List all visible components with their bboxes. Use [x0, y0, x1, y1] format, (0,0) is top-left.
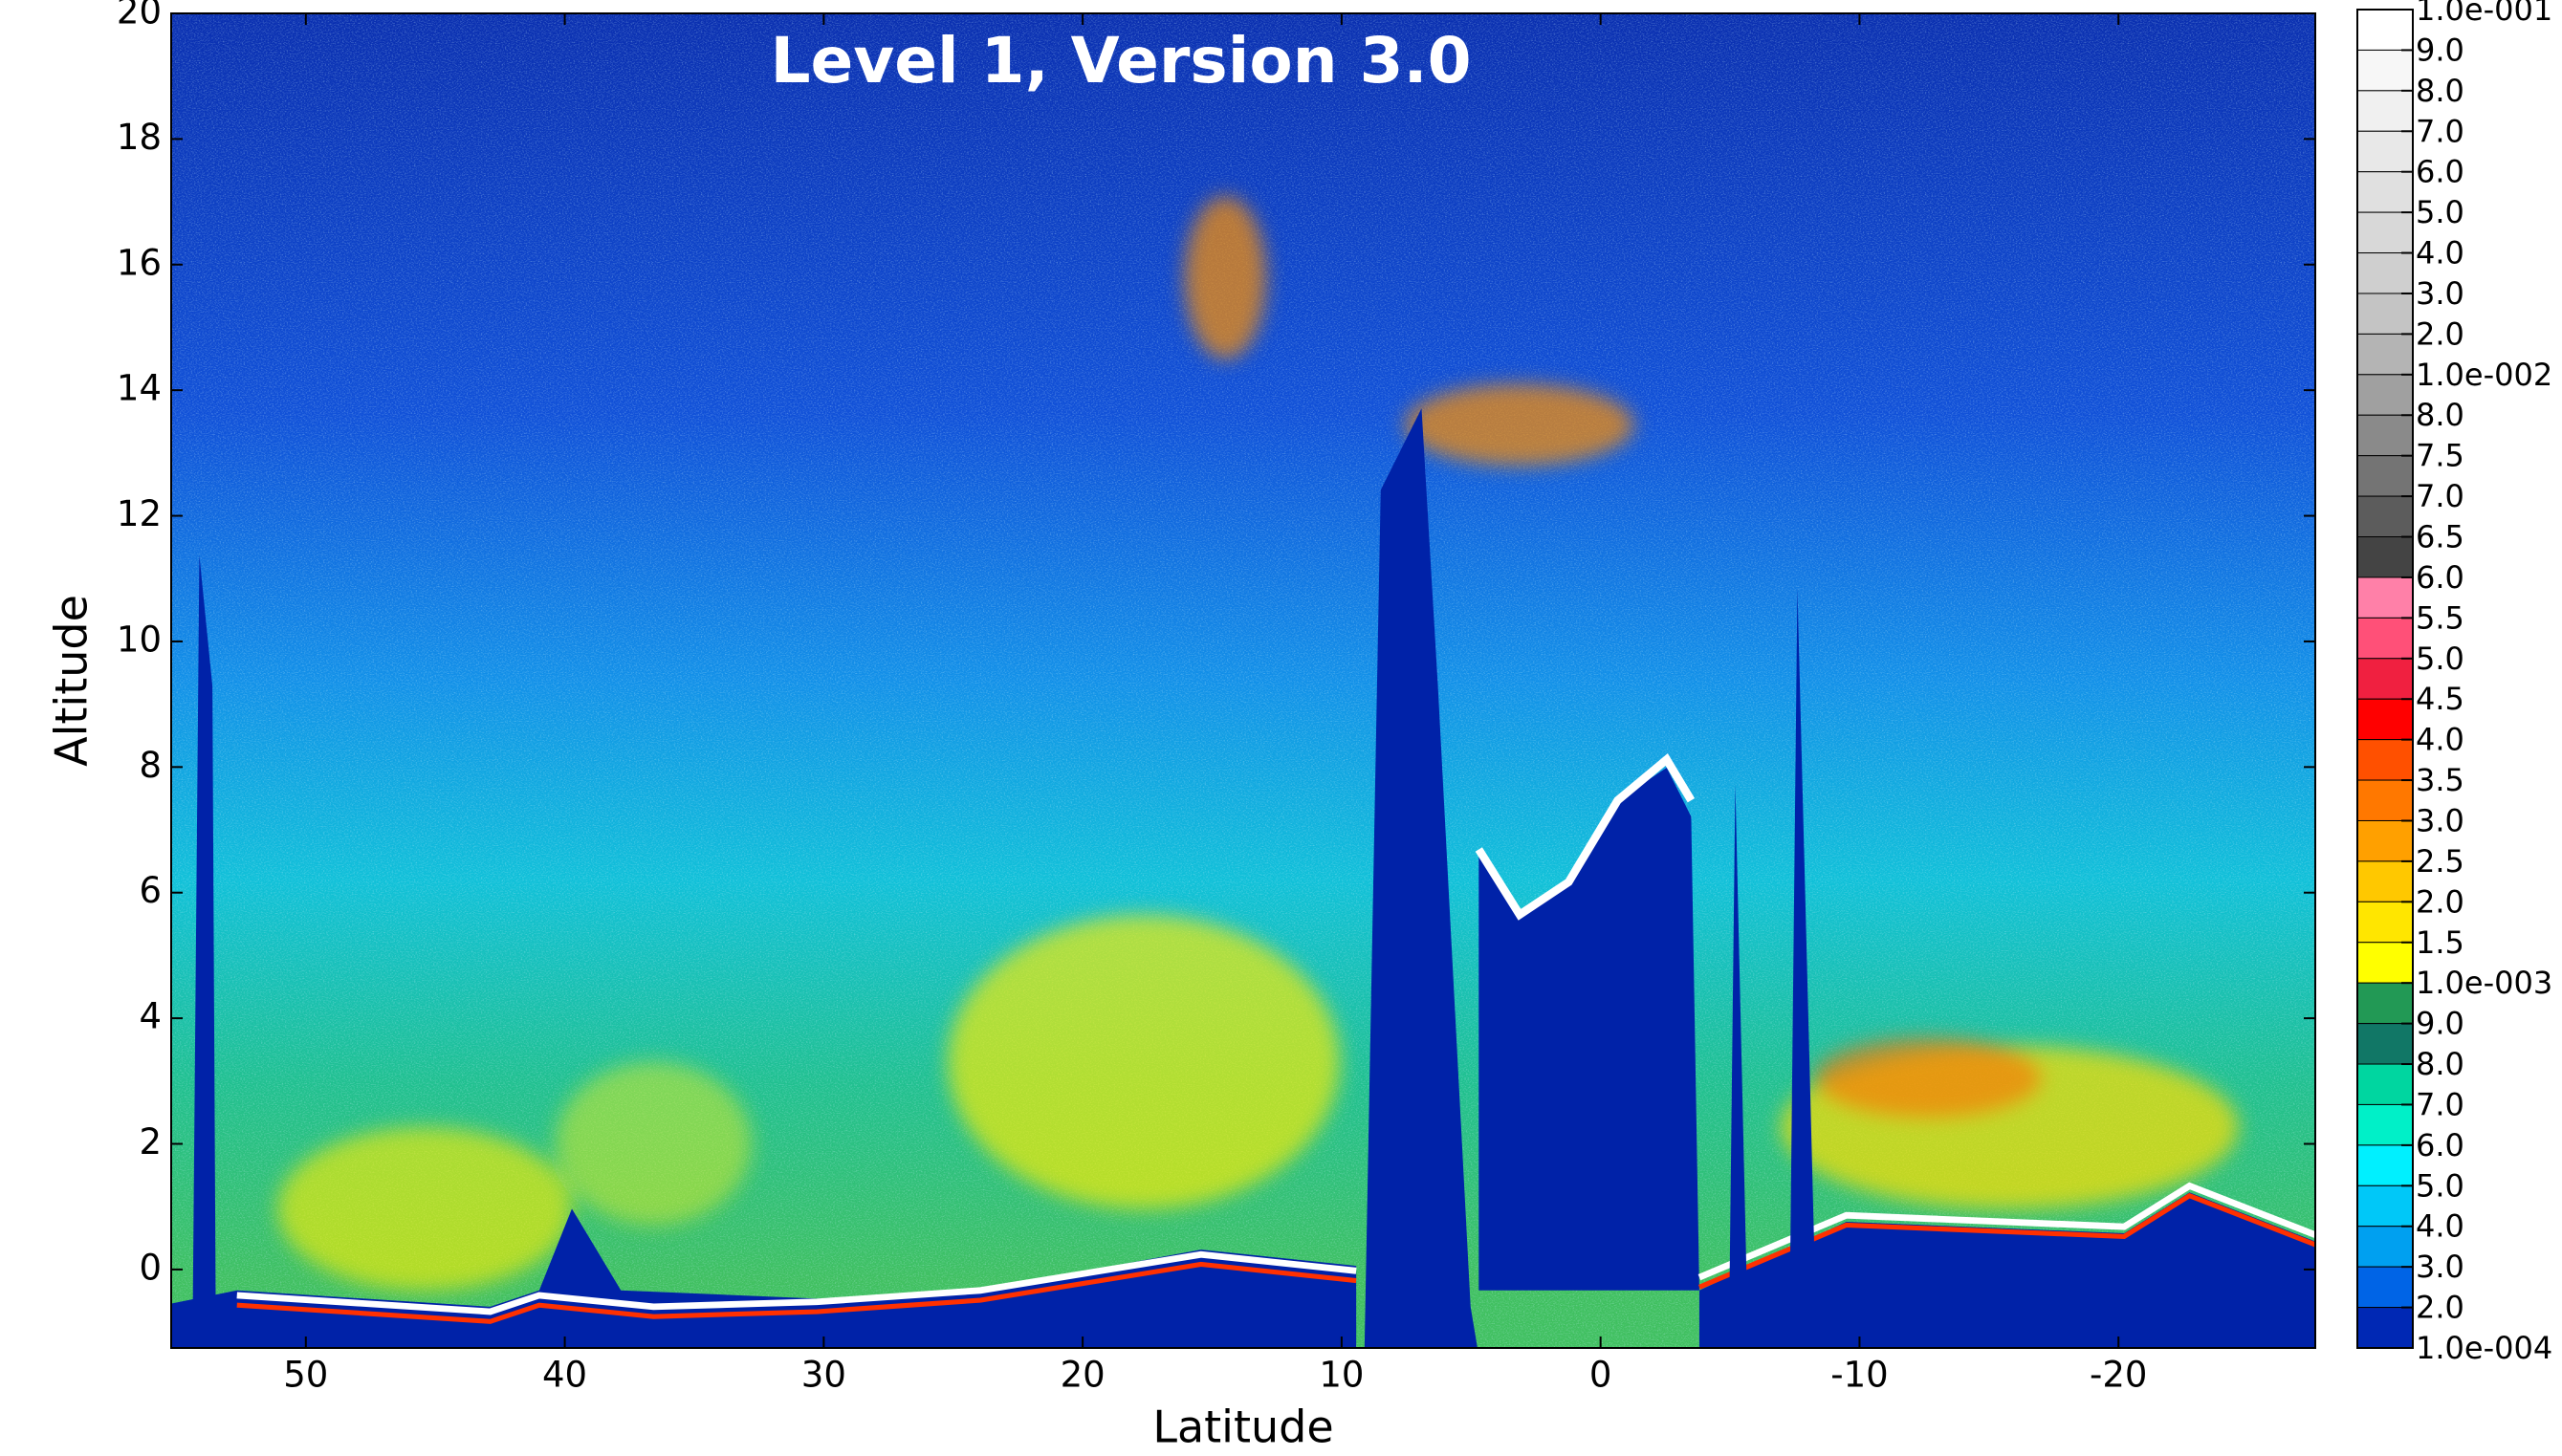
- colorbar-label: 6.0: [2416, 154, 2464, 190]
- colorbar-bin: [2356, 819, 2414, 862]
- x-tick-label: 50: [283, 1355, 328, 1396]
- plot-frame: [170, 12, 2316, 1349]
- x-tick-label: 30: [801, 1355, 846, 1396]
- colorbar-bin: [2356, 171, 2414, 213]
- x-tick-label: 20: [1061, 1355, 1106, 1396]
- colorbar-bin: [2356, 698, 2414, 741]
- colorbar-label: 8.0: [2416, 1046, 2464, 1082]
- colorbar-label: 2.0: [2416, 315, 2464, 352]
- colorbar-label: 3.5: [2416, 762, 2464, 798]
- colorbar-bin: [2356, 414, 2414, 457]
- colorbar-bin: [2356, 455, 2414, 497]
- colorbar-bin: [2356, 374, 2414, 416]
- colorbar-bin: [2356, 333, 2414, 376]
- colorbar-label: 5.5: [2416, 599, 2464, 636]
- y-tick-label: 8: [139, 745, 162, 786]
- colorbar-label: 7.5: [2416, 438, 2464, 474]
- colorbar-label: 2.5: [2416, 843, 2464, 880]
- x-tick-label: -10: [1830, 1355, 1888, 1396]
- colorbar-label: 2.0: [2416, 883, 2464, 920]
- colorbar-bin: [2356, 617, 2414, 660]
- colorbar-bin: [2356, 1103, 2414, 1146]
- colorbar-label: 5.0: [2416, 1167, 2464, 1204]
- colorbar-label: 7.0: [2416, 478, 2464, 514]
- colorbar-label: 4.0: [2416, 722, 2464, 758]
- colorbar-label: 1.0e-002: [2416, 357, 2552, 393]
- colorbar-bin: [2356, 90, 2414, 132]
- colorbar-bin: [2356, 901, 2414, 944]
- colorbar-bin: [2356, 130, 2414, 173]
- colorbar-label: 8.0: [2416, 73, 2464, 109]
- colorbar-label: 4.0: [2416, 235, 2464, 272]
- colorbar-bin: [2356, 779, 2414, 821]
- colorbar-label: 2.0: [2416, 1290, 2464, 1326]
- colorbar-label: 4.0: [2416, 1208, 2464, 1245]
- colorbar-label: 1.5: [2416, 924, 2464, 961]
- colorbar-bin: [2356, 1266, 2414, 1309]
- y-tick-label: 14: [117, 368, 162, 409]
- x-tick-label: 40: [542, 1355, 587, 1396]
- colorbar-bin: [2356, 1023, 2414, 1065]
- colorbar-bin: [2356, 658, 2414, 700]
- colorbar-bin: [2356, 1307, 2414, 1349]
- colorbar-bin: [2356, 495, 2414, 538]
- backscatter-image: [171, 13, 2315, 1348]
- y-tick-label: 10: [117, 619, 162, 660]
- y-tick-label: 6: [139, 870, 162, 911]
- colorbar-bin: [2356, 1144, 2414, 1186]
- colorbar-label: 6.5: [2416, 519, 2464, 555]
- colorbar-frame: [2356, 9, 2414, 1349]
- y-tick-label: 16: [117, 242, 162, 283]
- colorbar-label: 4.5: [2416, 681, 2464, 717]
- y-tick-label: 4: [139, 996, 162, 1037]
- colorbar-label: 9.0: [2416, 32, 2464, 68]
- colorbar-bin: [2356, 9, 2414, 51]
- colorbar-label: 6.0: [2416, 559, 2464, 596]
- colorbar-label: 1.0e-001: [2416, 0, 2552, 28]
- colorbar-label: 1.0e-004: [2416, 1330, 2552, 1366]
- colorbar-bin: [2356, 211, 2414, 254]
- colorbar-bin: [2356, 739, 2414, 781]
- colorbar-bin: [2356, 49, 2414, 92]
- colorbar-bin: [2356, 1226, 2414, 1268]
- colorbar-label: 1.0e-003: [2416, 965, 2552, 1001]
- x-tick-label: 10: [1319, 1355, 1364, 1396]
- colorbar-label: 5.0: [2416, 641, 2464, 677]
- colorbar-bin: [2356, 252, 2414, 294]
- colorbar-bin: [2356, 982, 2414, 1025]
- colorbar-bin: [2356, 942, 2414, 984]
- y-tick-label: 18: [117, 117, 162, 158]
- colorbar-bin: [2356, 1184, 2414, 1228]
- colorbar-label: 3.0: [2416, 802, 2464, 838]
- y-tick-label: 12: [117, 493, 162, 534]
- colorbar-label: 7.0: [2416, 113, 2464, 149]
- colorbar-bin: [2356, 1063, 2414, 1105]
- colorbar-label: 9.0: [2416, 1006, 2464, 1042]
- colorbar-bin: [2356, 293, 2414, 335]
- x-axis-label: Latitude: [1152, 1402, 1333, 1453]
- colorbar-label: 6.0: [2416, 1127, 2464, 1163]
- x-tick-label: -20: [2090, 1355, 2147, 1396]
- colorbar-label: 5.0: [2416, 194, 2464, 230]
- chart-title: Level 1, Version 3.0: [770, 24, 1471, 98]
- colorbar-label: 3.0: [2416, 1249, 2464, 1285]
- colorbar-label: 3.0: [2416, 275, 2464, 312]
- x-tick-label: 0: [1589, 1355, 1612, 1396]
- y-axis-label: Altitude: [46, 595, 98, 767]
- colorbar-bin: [2356, 576, 2414, 619]
- colorbar-label: 8.0: [2416, 397, 2464, 433]
- colorbar-label: 7.0: [2416, 1086, 2464, 1122]
- y-tick-label: 0: [139, 1247, 162, 1288]
- colorbar-bin: [2356, 536, 2414, 578]
- y-tick-label: 20: [117, 0, 162, 33]
- y-tick-label: 2: [139, 1121, 162, 1163]
- colorbar-bin: [2356, 860, 2414, 902]
